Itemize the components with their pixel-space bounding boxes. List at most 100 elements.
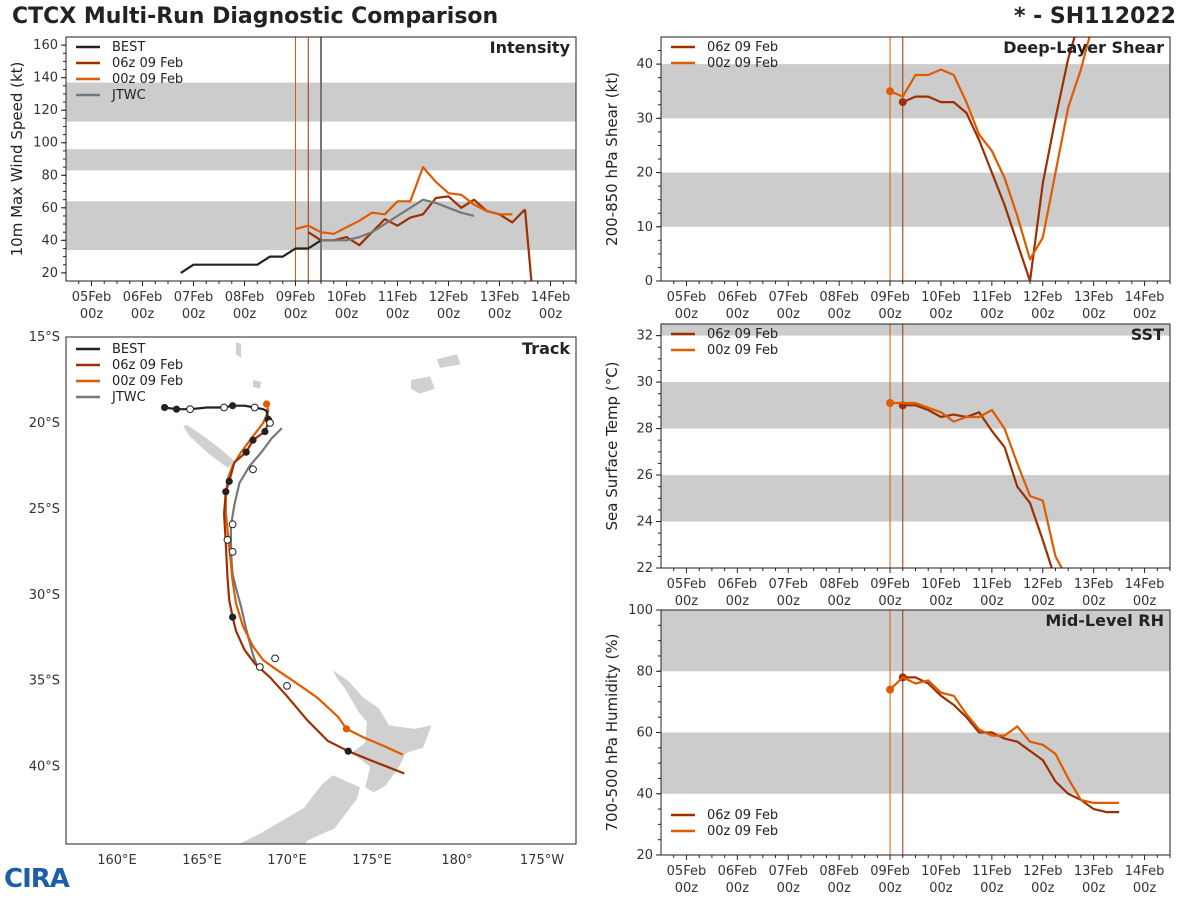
rh-band-1 xyxy=(661,610,1170,672)
track-point-open xyxy=(250,403,259,412)
sst-xtick-label-day: 12Feb xyxy=(1023,577,1063,592)
rh-series-1-start-point xyxy=(886,685,895,694)
track-line-jtwc xyxy=(229,427,283,670)
track-lat-label: 20°S xyxy=(29,416,60,431)
sst-xtick-label-hour: 00z xyxy=(878,594,902,609)
track-point xyxy=(344,747,352,755)
rh-xtick-label-day: 12Feb xyxy=(1023,864,1063,879)
shear-xtick-label-day: 07Feb xyxy=(768,290,808,305)
track-legend-label: 00z 09 Feb xyxy=(112,374,183,389)
sst-legend-label: 00z 09 Feb xyxy=(707,343,778,358)
shear-xtick-label-hour: 00z xyxy=(980,307,1004,322)
shear-xtick-label-day: 14Feb xyxy=(1125,290,1165,305)
sst-xtick-label-hour: 00z xyxy=(726,594,750,609)
intensity-legend-label: 06z 09 Feb xyxy=(112,56,183,71)
sst-series-group xyxy=(886,399,1063,568)
intensity-xtick-label-day: 12Feb xyxy=(429,290,469,305)
sst-band-0 xyxy=(661,475,1170,522)
intensity-legend-label: JTWC xyxy=(111,88,146,103)
intensity-ytick-label: 140 xyxy=(33,71,58,86)
sst-band-2 xyxy=(661,324,1170,336)
shear-xtick-label-hour: 00z xyxy=(1082,307,1106,322)
intensity-ytick-label: 160 xyxy=(33,38,58,53)
shear-legend-label: 06z 09 Feb xyxy=(707,40,778,55)
track-title: Track xyxy=(522,339,570,358)
shear-xtick-label-day: 06Feb xyxy=(718,290,758,305)
land-south-island xyxy=(239,775,361,844)
track-point xyxy=(242,448,250,456)
rh-title: Mid-Level RH xyxy=(1045,611,1164,630)
shear-ytick-label: 20 xyxy=(636,166,653,181)
sst-ytick-label: 32 xyxy=(636,329,653,344)
sst-xtick-label-day: 10Feb xyxy=(921,577,961,592)
rh-xtick-label-hour: 00z xyxy=(929,881,953,896)
intensity-ylabel: 10m Max Wind Speed (kt) xyxy=(8,62,26,257)
shear-ylabel: 200-850 hPa Shear (kt) xyxy=(603,72,621,246)
shear-series-group xyxy=(886,37,1091,281)
sst-xtick-label-hour: 00z xyxy=(1031,594,1055,609)
intensity-xtick-label-hour: 00z xyxy=(233,307,257,322)
shear-xtick-label-hour: 00z xyxy=(675,307,699,322)
track-lon-label: 160°E xyxy=(97,853,137,868)
shear-xtick-label-day: 09Feb xyxy=(870,290,910,305)
intensity-xtick-label-hour: 00z xyxy=(386,307,410,322)
land-north-island xyxy=(332,670,432,793)
intensity-ytick-label: 40 xyxy=(41,233,58,248)
rh-xtick-label-day: 07Feb xyxy=(768,864,808,879)
shear-xtick-label-day: 12Feb xyxy=(1023,290,1063,305)
shear-xtick-label-hour: 00z xyxy=(1133,307,1157,322)
intensity-xtick-label-day: 07Feb xyxy=(174,290,214,305)
sst-xtick-label-hour: 00z xyxy=(1133,594,1157,609)
intensity-xtick-label-day: 06Feb xyxy=(123,290,163,305)
sst-xtick-label-hour: 00z xyxy=(1082,594,1106,609)
intensity-ytick-label: 60 xyxy=(41,201,58,216)
sst-xtick-label-day: 11Feb xyxy=(972,577,1012,592)
intensity-legend-label: BEST xyxy=(112,40,145,55)
rh-ytick-label: 20 xyxy=(636,848,653,863)
intensity-series-3 xyxy=(295,166,513,235)
track-legend-label: JTWC xyxy=(111,390,146,405)
sst-legend-label: 06z 09 Feb xyxy=(707,327,778,342)
intensity-xtick-label-hour: 00z xyxy=(131,307,155,322)
sst-xtick-label-day: 13Feb xyxy=(1074,577,1114,592)
sst-xtick-label-day: 06Feb xyxy=(718,577,758,592)
intensity-series-group xyxy=(180,166,533,281)
track-lat-label: 30°S xyxy=(29,588,60,603)
track-lat-label: 15°S xyxy=(29,330,60,345)
track-map-area xyxy=(161,342,461,844)
track-legend-label: BEST xyxy=(112,342,145,357)
rh-xtick-label-hour: 00z xyxy=(878,881,902,896)
rh-xtick-label-day: 13Feb xyxy=(1074,864,1114,879)
shear-series-0 xyxy=(902,37,1076,281)
shear-legend-label: 00z 09 Feb xyxy=(707,56,778,71)
sst-ytick-label: 24 xyxy=(636,515,653,530)
cira-logo-text: CIRA xyxy=(4,864,70,894)
sst-ytick-label: 30 xyxy=(636,375,653,390)
rh-xtick-label-hour: 00z xyxy=(675,881,699,896)
intensity-xtick-label-hour: 00z xyxy=(284,307,308,322)
track-point xyxy=(222,488,230,496)
rh-xtick-label-day: 11Feb xyxy=(972,864,1012,879)
rh-xtick-label-hour: 00z xyxy=(827,881,851,896)
intensity-ytick-label: 120 xyxy=(33,103,58,118)
track-line-00z-09-feb xyxy=(224,403,404,756)
track-lon-label: 180° xyxy=(441,853,472,868)
shear-band-1 xyxy=(661,64,1170,119)
track-lon-label: 170°E xyxy=(267,853,307,868)
shear-xtick-label-hour: 00z xyxy=(777,307,801,322)
shear-ytick-label: 0 xyxy=(645,274,653,289)
shear-xtick-label-day: 10Feb xyxy=(921,290,961,305)
intensity-xtick-label-hour: 00z xyxy=(437,307,461,322)
intensity-series-4 xyxy=(321,198,475,242)
shear-xtick-label-hour: 00z xyxy=(1031,307,1055,322)
sst-series-1 xyxy=(890,401,1063,568)
track-frame xyxy=(65,336,577,845)
rh-ytick-label: 100 xyxy=(628,603,653,618)
shear-xtick-label-day: 13Feb xyxy=(1074,290,1114,305)
sst-xtick-label-day: 05Feb xyxy=(667,577,707,592)
rh-xtick-label-day: 08Feb xyxy=(819,864,859,879)
track-point xyxy=(229,402,237,410)
shear-series-0-start-point xyxy=(898,98,907,107)
cira-logo: CIRA xyxy=(4,864,70,894)
jtwc-track-point-open xyxy=(228,520,237,529)
